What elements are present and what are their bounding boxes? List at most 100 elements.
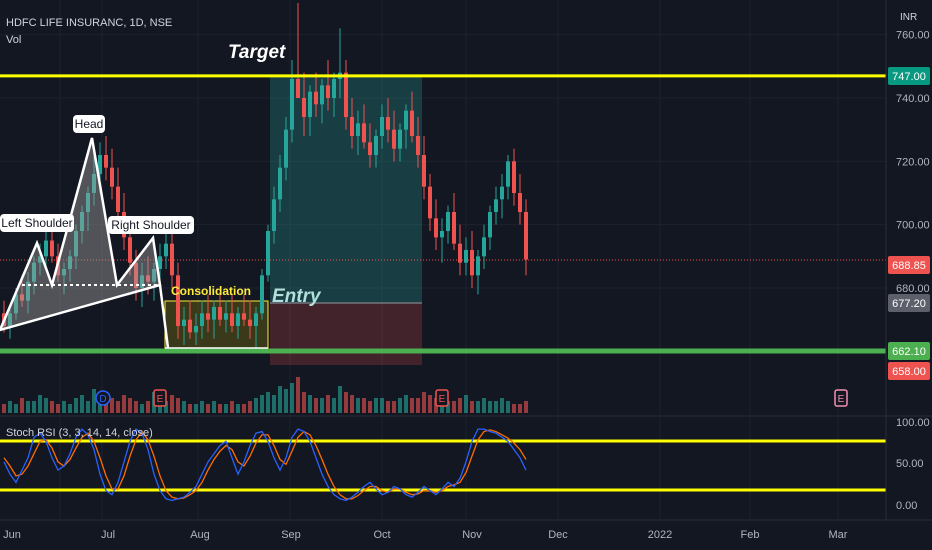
volume-bar — [182, 401, 186, 413]
volume-bar — [446, 401, 450, 413]
volume-bar — [242, 404, 246, 413]
entry-label: Entry — [272, 286, 322, 307]
volume-bar — [254, 398, 258, 413]
volume-bar — [194, 404, 198, 413]
candle-body — [446, 212, 450, 231]
candle-body — [272, 199, 276, 231]
entry-price-tag: 677.20 — [892, 298, 926, 310]
volume-bar — [476, 401, 480, 413]
candle-body — [8, 313, 12, 326]
volume-bar — [458, 398, 462, 413]
candle-body — [134, 262, 138, 288]
head-shoulders-pattern — [0, 137, 170, 349]
candle-body — [188, 319, 192, 333]
volume-bar — [356, 398, 360, 413]
stoch-rsi-label: Stoch RSI (3, 3, 14, 14, close) — [6, 427, 153, 439]
candle-body — [266, 231, 270, 276]
candle-body — [224, 313, 228, 320]
candle-body — [110, 167, 114, 187]
volume-bar — [404, 395, 408, 413]
time-tick-label: Jul — [101, 529, 115, 541]
volume-bar — [296, 377, 300, 413]
volume-bar — [422, 392, 426, 413]
candle-body — [416, 136, 420, 155]
candle-body — [50, 240, 54, 257]
candle-body — [320, 85, 324, 105]
candle-body — [212, 307, 216, 320]
candle-body — [284, 129, 288, 168]
rsi-tick-label: 0.00 — [896, 500, 917, 512]
candle-body — [470, 250, 474, 276]
volume-bar — [260, 395, 264, 413]
volume-bar — [488, 401, 492, 413]
time-tick-label: Oct — [373, 529, 390, 541]
candle-body — [86, 193, 90, 212]
volume-bar — [128, 398, 132, 413]
candle-body — [32, 262, 36, 282]
time-tick-label: Feb — [741, 529, 760, 541]
candle-body — [98, 155, 102, 174]
symbol-title[interactable]: HDFC LIFE INSURANC, 1D, NSE — [6, 17, 173, 29]
stop-price-tag: 658.00 — [892, 366, 926, 378]
candle-body — [62, 269, 66, 276]
candle-body — [326, 85, 330, 98]
volume-bar — [2, 404, 6, 413]
target-label: Target — [228, 42, 286, 63]
candle-body — [434, 218, 438, 238]
volume-bar — [482, 398, 486, 413]
stoch-rsi-panel — [0, 415, 932, 502]
volume-bar — [140, 404, 144, 413]
dividend-marker: D — [99, 394, 106, 405]
volume-bar — [200, 401, 204, 413]
head-label: Head — [75, 117, 104, 131]
candle-body — [356, 123, 360, 136]
candle-body — [128, 237, 132, 263]
stop-zone — [270, 303, 422, 365]
candle-body — [368, 142, 372, 155]
pattern-shape — [0, 137, 162, 332]
candle-body — [182, 319, 186, 326]
candle-body — [158, 256, 162, 269]
candle-body — [404, 110, 408, 130]
candle-body — [350, 117, 354, 136]
candle-body — [20, 294, 24, 301]
volume-bar — [98, 398, 102, 413]
volume-bar — [86, 401, 90, 413]
volume-bar — [362, 398, 366, 413]
candle-body — [104, 155, 108, 168]
price-tick-label: 760.00 — [896, 30, 930, 42]
candle-body — [80, 212, 84, 231]
stoch-k-line — [3, 428, 527, 502]
time-tick-label: 2022 — [648, 529, 672, 541]
candle-body — [518, 193, 522, 212]
volume-bar — [236, 404, 240, 413]
candle-body — [92, 174, 96, 193]
volume-bar — [14, 404, 18, 413]
volume-bar — [20, 398, 24, 413]
volume-bar — [284, 389, 288, 413]
volume-bar — [500, 398, 504, 413]
volume-bar — [350, 395, 354, 413]
left-shoulder-label-bg — [0, 214, 74, 232]
volume-bar — [146, 401, 150, 413]
volume-bar — [50, 401, 54, 413]
candle-body — [206, 313, 210, 320]
candle-body — [140, 275, 144, 288]
candle-body — [314, 91, 318, 105]
candle-body — [248, 319, 252, 326]
consolidation-label: Consolidation — [171, 284, 251, 298]
volume-bar — [398, 398, 402, 413]
volume-bar — [518, 404, 522, 413]
candle-body — [398, 129, 402, 149]
position-zones — [164, 76, 422, 365]
support-price-tag: 662.10 — [892, 346, 926, 358]
breakdown-line — [158, 284, 170, 349]
price-tick-label: 720.00 — [896, 156, 930, 168]
entry-price-tag-bg — [888, 294, 930, 312]
volume-bar — [506, 401, 510, 413]
candle-body — [14, 294, 18, 314]
volume-bar — [116, 401, 120, 413]
volume-bar — [308, 395, 312, 413]
time-tick-label: Sep — [281, 529, 301, 541]
